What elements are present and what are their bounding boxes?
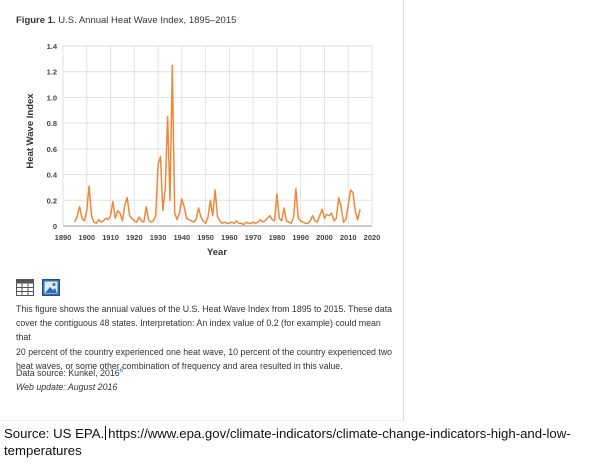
y-tick-label: 0.2 (47, 196, 57, 205)
x-axis-label: Year (207, 247, 227, 258)
x-tick-label: 2010 (340, 233, 357, 242)
data-source: Data source: Kunkel, 20166 (16, 368, 123, 378)
y-tick-label: 0.6 (47, 145, 57, 154)
chart-grid (62, 45, 373, 227)
chart-series (74, 64, 361, 226)
figure-number: Figure 1. (16, 15, 56, 26)
x-tick-label: 1980 (269, 233, 286, 242)
x-tick-label: 1930 (150, 233, 167, 242)
x-tick-label: 1940 (174, 233, 191, 242)
plot-area (63, 46, 372, 226)
figure-card: Figure 1. U.S. Annual Heat Wave Index, 1… (0, 0, 404, 421)
x-tick-label: 1960 (221, 233, 238, 242)
x-tick-label: 1990 (292, 233, 309, 242)
figure-title-text: U.S. Annual Heat Wave Index, 1895–2015 (58, 15, 237, 26)
reference-link[interactable]: 6 (119, 368, 124, 375)
caption-line: 20 percent of the country experienced on… (16, 346, 393, 357)
figure-caption: This figure shows the annual values of t… (16, 302, 396, 373)
y-tick-label: 1.2 (47, 68, 57, 77)
table-icon[interactable] (16, 279, 34, 296)
x-tick-label: 2020 (364, 233, 381, 242)
y-tick-label: 0.4 (47, 171, 58, 180)
x-tick-label: 1970 (245, 233, 262, 242)
x-tick-label: 1910 (102, 233, 119, 242)
caption-line: cover the contiguous 48 states. Interpre… (16, 318, 381, 343)
x-tick-label: 2000 (316, 233, 333, 242)
web-update: Web update: August 2016 (16, 382, 118, 392)
caption-line: heat waves, or some other combination of… (16, 360, 343, 371)
y-tick-label: 1.0 (47, 93, 57, 102)
x-tick-label: 1890 (55, 233, 72, 242)
heat-wave-chart: 0 0.2 0.4 0.6 0.8 1.0 1.2 1.4 1890 1900 1910 1920 19… (25, 42, 381, 258)
heat-wave-index-line (74, 64, 361, 226)
chart-axes: 0 0.2 0.4 0.6 0.8 1.0 1.2 1.4 1890 1900 1910 1920 19… (47, 42, 381, 242)
x-tick-label: 1900 (78, 233, 95, 242)
y-tick-label: 0.8 (47, 119, 57, 128)
data-source-text: Data source: Kunkel, 2016 (16, 368, 120, 378)
figure-toolbar (16, 279, 64, 297)
caption-line: This figure shows the annual values of t… (16, 304, 393, 314)
source-url[interactable]: https://www.epa.gov/climate-indicators/c… (4, 426, 571, 458)
figure-title: Figure 1. U.S. Annual Heat Wave Index, 1… (16, 15, 236, 26)
image-icon[interactable] (42, 279, 61, 296)
x-tick-label: 1920 (126, 233, 143, 242)
text-cursor (105, 426, 107, 440)
source-prefix: Source: US EPA. (4, 426, 105, 441)
x-tick-label: 1950 (197, 233, 214, 242)
y-tick-label: 0 (53, 222, 57, 231)
source-note: Source: US EPA. https://www.epa.gov/clima… (4, 425, 594, 459)
y-tick-label: 1.4 (47, 42, 58, 51)
y-axis-label: Heat Wave Index (25, 93, 36, 169)
